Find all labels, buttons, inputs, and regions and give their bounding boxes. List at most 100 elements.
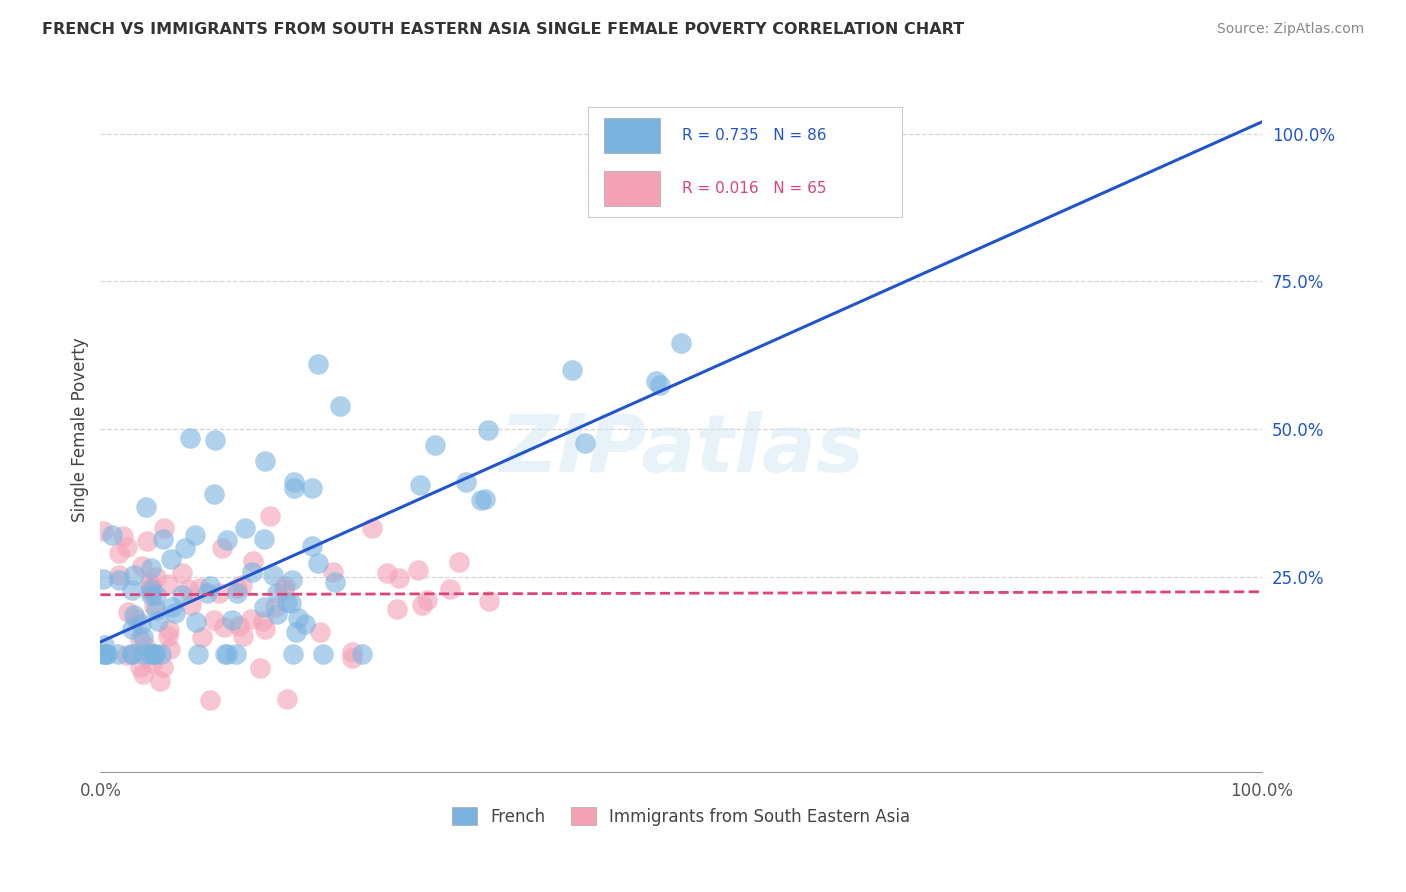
Point xyxy=(276,595,298,609)
Point xyxy=(139,647,162,661)
Y-axis label: Single Female Poverty: Single Female Poverty xyxy=(72,337,89,522)
Point xyxy=(301,481,323,495)
Point xyxy=(184,615,207,629)
Point xyxy=(262,567,284,582)
Point xyxy=(253,600,276,615)
Point xyxy=(150,647,173,661)
Point xyxy=(239,612,262,626)
Point xyxy=(650,378,672,392)
Point xyxy=(152,532,174,546)
Point xyxy=(132,630,155,644)
Point xyxy=(280,595,302,609)
Point xyxy=(416,593,439,607)
Point xyxy=(211,541,233,556)
Point xyxy=(174,541,197,556)
Text: ZIPatlas: ZIPatlas xyxy=(499,411,863,489)
Point xyxy=(312,647,335,661)
Point xyxy=(231,577,253,591)
Point xyxy=(242,554,264,568)
Point xyxy=(122,607,145,622)
Point xyxy=(254,454,277,468)
Point xyxy=(152,660,174,674)
Point xyxy=(107,647,129,661)
Point xyxy=(307,556,329,570)
Point xyxy=(309,624,332,639)
Point xyxy=(342,650,364,665)
Point xyxy=(266,607,288,621)
Point xyxy=(184,528,207,542)
Point xyxy=(93,647,115,661)
Point xyxy=(669,336,692,351)
Point xyxy=(307,357,329,371)
Point xyxy=(439,582,461,596)
Point xyxy=(232,629,254,643)
Point xyxy=(129,632,152,647)
Point xyxy=(198,693,221,707)
Point xyxy=(406,563,429,577)
Point xyxy=(160,599,183,614)
Point xyxy=(115,540,138,554)
Point xyxy=(121,622,143,636)
Point xyxy=(177,582,200,597)
Point xyxy=(225,581,247,595)
Point xyxy=(322,565,344,579)
Legend: French, Immigrants from South Eastern Asia: French, Immigrants from South Eastern As… xyxy=(446,801,917,832)
Point xyxy=(143,647,166,661)
Point xyxy=(294,617,316,632)
Point xyxy=(281,647,304,661)
Point xyxy=(157,623,180,637)
Point xyxy=(172,566,194,580)
Point xyxy=(145,587,167,601)
Point xyxy=(142,599,165,614)
Point xyxy=(233,521,256,535)
Point xyxy=(280,573,302,587)
Point xyxy=(225,647,247,661)
Point xyxy=(145,570,167,584)
Point xyxy=(179,431,201,445)
Point xyxy=(409,477,432,491)
Point xyxy=(276,692,298,706)
Point xyxy=(146,614,169,628)
Point xyxy=(115,648,138,662)
Point xyxy=(91,572,114,586)
Point xyxy=(145,603,167,617)
Point xyxy=(283,481,305,495)
Point xyxy=(252,614,274,628)
Point xyxy=(447,555,470,569)
Point xyxy=(149,674,172,689)
Point xyxy=(136,533,159,548)
Point xyxy=(122,567,145,582)
Point xyxy=(423,438,446,452)
Point xyxy=(454,475,477,489)
Point xyxy=(323,575,346,590)
Point xyxy=(187,647,209,661)
Point xyxy=(121,647,143,661)
Point xyxy=(139,575,162,590)
Point xyxy=(141,582,163,597)
Point xyxy=(645,375,668,389)
Point xyxy=(132,666,155,681)
Point xyxy=(128,660,150,674)
Point xyxy=(228,619,250,633)
Point xyxy=(388,571,411,585)
Point xyxy=(474,492,496,507)
Point xyxy=(240,565,263,579)
Point xyxy=(198,579,221,593)
Point xyxy=(141,657,163,671)
Point xyxy=(121,647,143,661)
Point xyxy=(264,599,287,614)
Point xyxy=(287,611,309,625)
Point xyxy=(215,533,238,547)
Point xyxy=(157,577,180,591)
Point xyxy=(387,601,409,615)
Point xyxy=(212,619,235,633)
Point xyxy=(226,586,249,600)
Point xyxy=(93,647,115,661)
Point xyxy=(273,582,295,597)
Point xyxy=(249,661,271,675)
Text: FRENCH VS IMMIGRANTS FROM SOUTH EASTERN ASIA SINGLE FEMALE POVERTY CORRELATION C: FRENCH VS IMMIGRANTS FROM SOUTH EASTERN … xyxy=(42,22,965,37)
Point xyxy=(360,521,382,535)
Point xyxy=(132,647,155,661)
Point xyxy=(574,435,596,450)
Point xyxy=(204,433,226,447)
